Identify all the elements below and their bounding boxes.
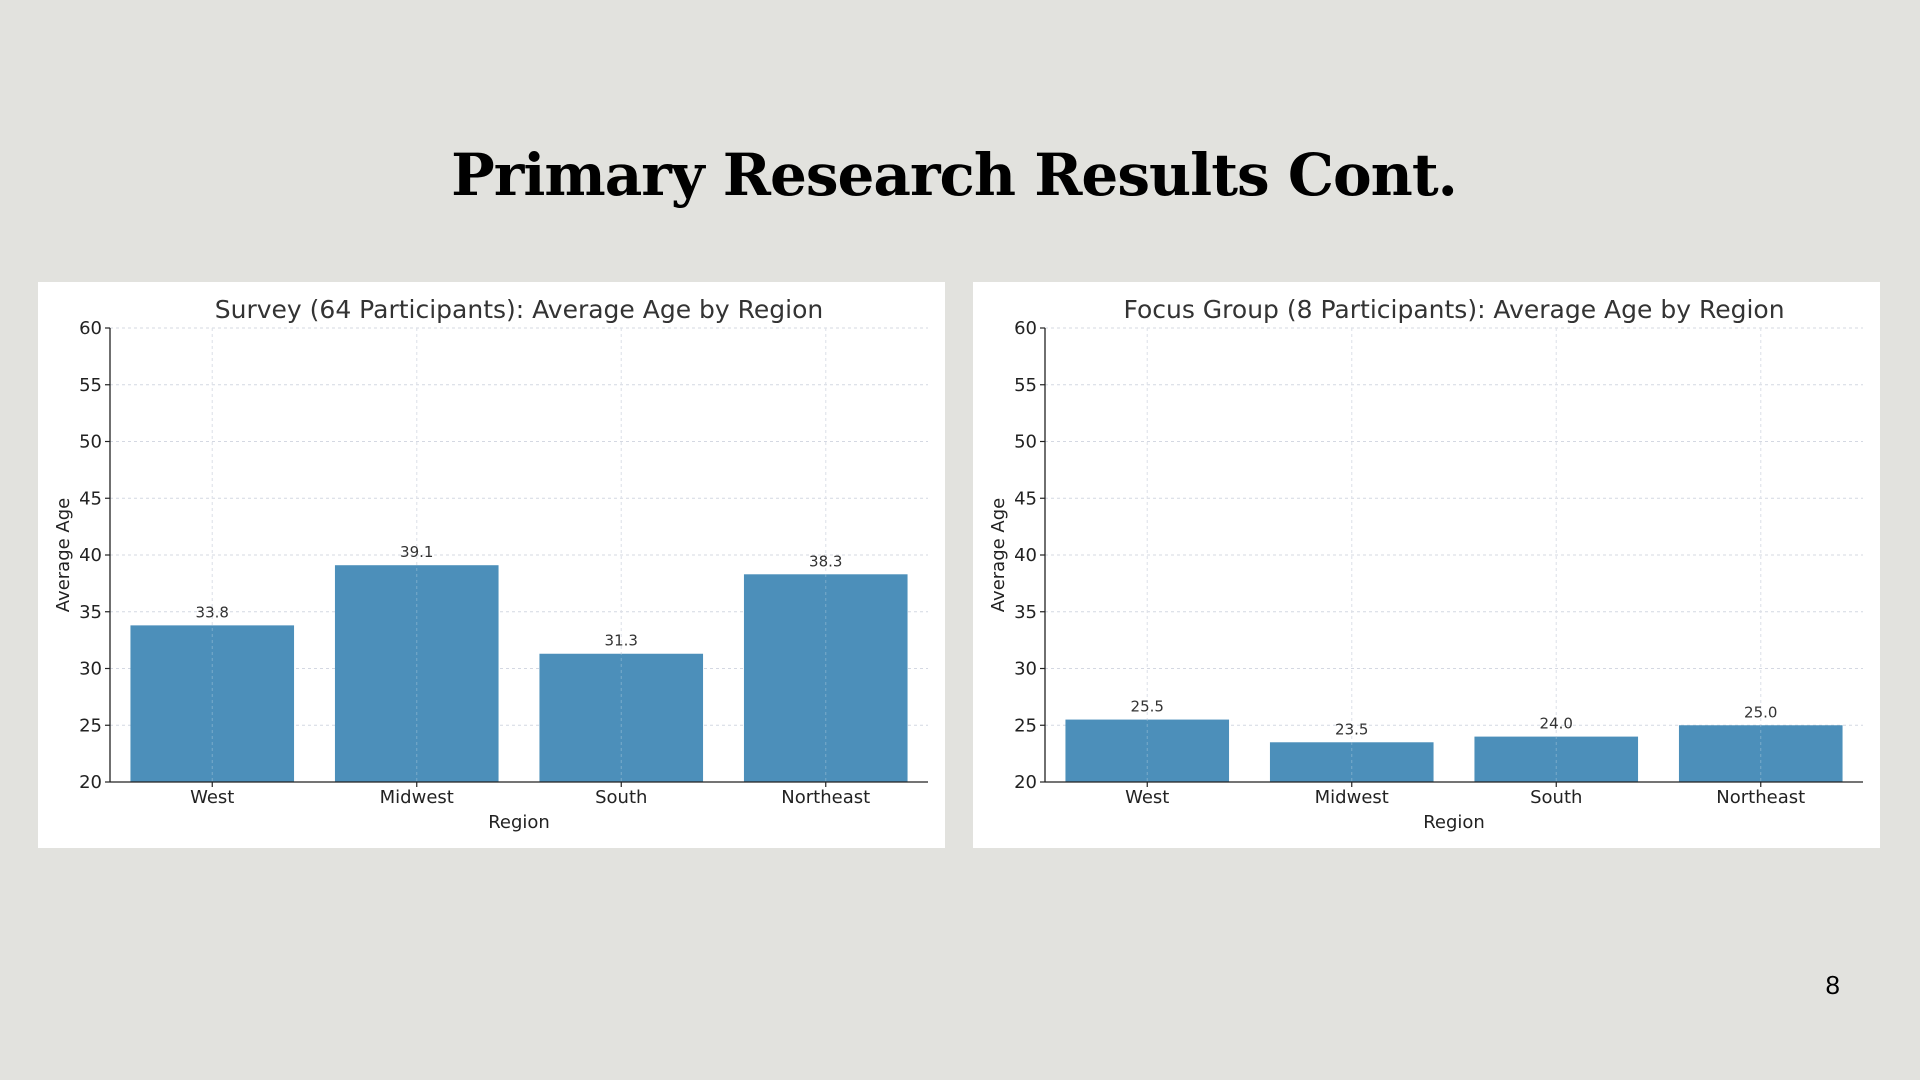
x-tick-label: South bbox=[595, 787, 647, 808]
bar-south bbox=[1474, 736, 1639, 782]
y-tick-label: 20 bbox=[1014, 772, 1037, 793]
survey-chart-panel: 33.8 39.1 31.3 38.3 20 25 30 35 40 45 50 55 60 West Mi… bbox=[38, 282, 945, 848]
bar-west bbox=[130, 625, 295, 782]
y-tick-label: 55 bbox=[79, 375, 102, 396]
bar-south bbox=[539, 653, 704, 782]
y-axis-label: Average Age bbox=[53, 498, 74, 612]
x-tick-label: Northeast bbox=[1716, 787, 1805, 808]
y-tick-label: 35 bbox=[1014, 602, 1037, 623]
x-tick-label: Northeast bbox=[781, 787, 870, 808]
y-tick-label: 60 bbox=[1014, 318, 1037, 339]
y-tick-label: 60 bbox=[79, 318, 102, 339]
x-axis-label: Region bbox=[488, 812, 550, 833]
y-tick-label: 55 bbox=[1014, 375, 1037, 396]
y-tick-label: 45 bbox=[1014, 488, 1037, 509]
bar-value-label: 24.0 bbox=[1540, 715, 1573, 733]
bar-northeast bbox=[1678, 725, 1843, 782]
bar-midwest bbox=[1269, 742, 1434, 782]
chart-title: Survey (64 Participants): Average Age by… bbox=[215, 295, 824, 324]
y-tick-label: 50 bbox=[79, 432, 102, 453]
bar-northeast bbox=[743, 574, 908, 782]
x-tick-label: West bbox=[190, 787, 234, 808]
bar-value-label: 39.1 bbox=[400, 543, 433, 561]
y-axis-label: Average Age bbox=[988, 498, 1009, 612]
page-number: 8 bbox=[1825, 970, 1840, 1000]
bar-midwest bbox=[334, 565, 499, 782]
y-tick-label: 50 bbox=[1014, 432, 1037, 453]
x-tick-label: South bbox=[1530, 787, 1582, 808]
chart-title: Focus Group (8 Participants): Average Ag… bbox=[1123, 295, 1784, 324]
bar-value-label: 25.0 bbox=[1744, 703, 1777, 721]
y-tick-label: 30 bbox=[79, 659, 102, 680]
y-tick-label: 40 bbox=[1014, 545, 1037, 566]
focus-group-bar-chart: 25.5 23.5 24.0 25.0 20 25 30 35 40 45 50 55 60 West Mi… bbox=[988, 295, 1863, 833]
y-tick-label: 45 bbox=[79, 488, 102, 509]
y-tick-label: 25 bbox=[1014, 715, 1037, 736]
bar-value-label: 25.5 bbox=[1131, 698, 1164, 716]
y-tick-label: 30 bbox=[1014, 659, 1037, 680]
x-tick-label: West bbox=[1125, 787, 1169, 808]
bar-value-label: 31.3 bbox=[605, 632, 638, 650]
y-tick-label: 40 bbox=[79, 545, 102, 566]
x-tick-label: Midwest bbox=[380, 787, 454, 808]
focus-group-chart-panel: 25.5 23.5 24.0 25.0 20 25 30 35 40 45 50 55 60 West Mi… bbox=[973, 282, 1880, 848]
x-tick-label: Midwest bbox=[1315, 787, 1389, 808]
survey-bar-chart: 33.8 39.1 31.3 38.3 20 25 30 35 40 45 50 55 60 West Mi… bbox=[53, 295, 928, 833]
bar-value-label: 33.8 bbox=[196, 603, 229, 621]
bar-value-label: 23.5 bbox=[1335, 720, 1368, 738]
bar-value-label: 38.3 bbox=[809, 552, 842, 570]
y-tick-label: 25 bbox=[79, 715, 102, 736]
x-axis-label: Region bbox=[1423, 812, 1485, 833]
y-tick-label: 35 bbox=[79, 602, 102, 623]
y-tick-label: 20 bbox=[79, 772, 102, 793]
slide-title: Primary Research Results Cont. bbox=[451, 141, 1458, 209]
bar-west bbox=[1065, 719, 1230, 782]
